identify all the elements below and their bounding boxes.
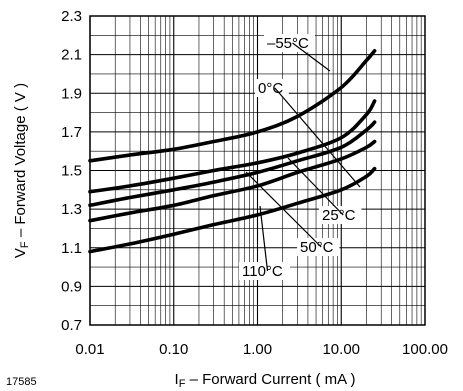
y-tick-label: 0.9 <box>61 278 82 295</box>
x-tick-labels: 0.01 0.10 1.00 10.00 100.00 <box>75 341 448 358</box>
series-label-leaders <box>245 42 361 272</box>
series-line <box>88 120 377 208</box>
series-line <box>88 139 377 223</box>
series-label-backgrounds <box>239 34 362 280</box>
series-label: –55°C <box>267 35 309 52</box>
x-tick-label: 100.00 <box>402 341 448 358</box>
x-tick-label: 0.01 <box>75 341 104 358</box>
y-axis-title-main: V <box>12 248 29 258</box>
series-line <box>88 99 377 194</box>
y-tick-label: 2.1 <box>61 47 82 64</box>
series-line <box>88 49 377 163</box>
x-tick-label: 0.10 <box>159 341 188 358</box>
x-axis-title-main: I <box>175 371 179 388</box>
series-label-background <box>255 79 289 97</box>
y-tick-label: 2.3 <box>61 8 82 25</box>
series-label: 25°C <box>322 207 356 224</box>
y-tick-label: 1.9 <box>61 85 82 102</box>
series-label-leader <box>274 87 361 188</box>
series-label-background <box>319 206 362 224</box>
y-tick-label: 1.3 <box>61 201 82 218</box>
y-tick-labels: 0.7 0.9 1.1 1.3 1.5 1.7 1.9 2.1 2.3 <box>61 8 82 334</box>
x-axis-title-sub: F <box>179 378 186 390</box>
y-tick-label: 1.1 <box>61 240 82 257</box>
x-axis-title: IF – Forward Current ( mA ) <box>175 371 356 390</box>
series-label: 0°C <box>258 80 283 97</box>
figure-id: 17585 <box>6 376 37 388</box>
x-tick-label: 1.00 <box>243 341 272 358</box>
y-tick-label: 0.7 <box>61 317 82 334</box>
series-label: 110°C <box>242 263 283 280</box>
series-labels: –55°C 0°C 25°C 50°C 110°C <box>242 35 356 280</box>
series-label-leader <box>259 205 269 272</box>
plot-frame <box>89 15 426 326</box>
series-label-leader <box>245 171 322 248</box>
series-label-background <box>239 262 290 280</box>
x-tick-label: 10.00 <box>322 341 360 358</box>
y-axis-title: VF – Forward Voltage ( V ) <box>12 83 31 258</box>
y-tick-label: 1.5 <box>61 163 82 180</box>
series-label: 50°C <box>300 239 334 256</box>
series-label-background <box>264 34 315 52</box>
series-label-leader <box>287 157 344 216</box>
series-lines <box>88 49 377 254</box>
x-axis-title-rest: – Forward Current ( mA ) <box>185 371 355 388</box>
y-axis-title-sub: F <box>19 241 31 248</box>
series-label-leader <box>292 42 331 72</box>
series-label-background <box>297 238 340 256</box>
series-line <box>88 166 377 254</box>
y-axis-title-rest: – Forward Voltage ( V ) <box>12 83 29 241</box>
y-tick-label: 1.7 <box>61 124 82 141</box>
